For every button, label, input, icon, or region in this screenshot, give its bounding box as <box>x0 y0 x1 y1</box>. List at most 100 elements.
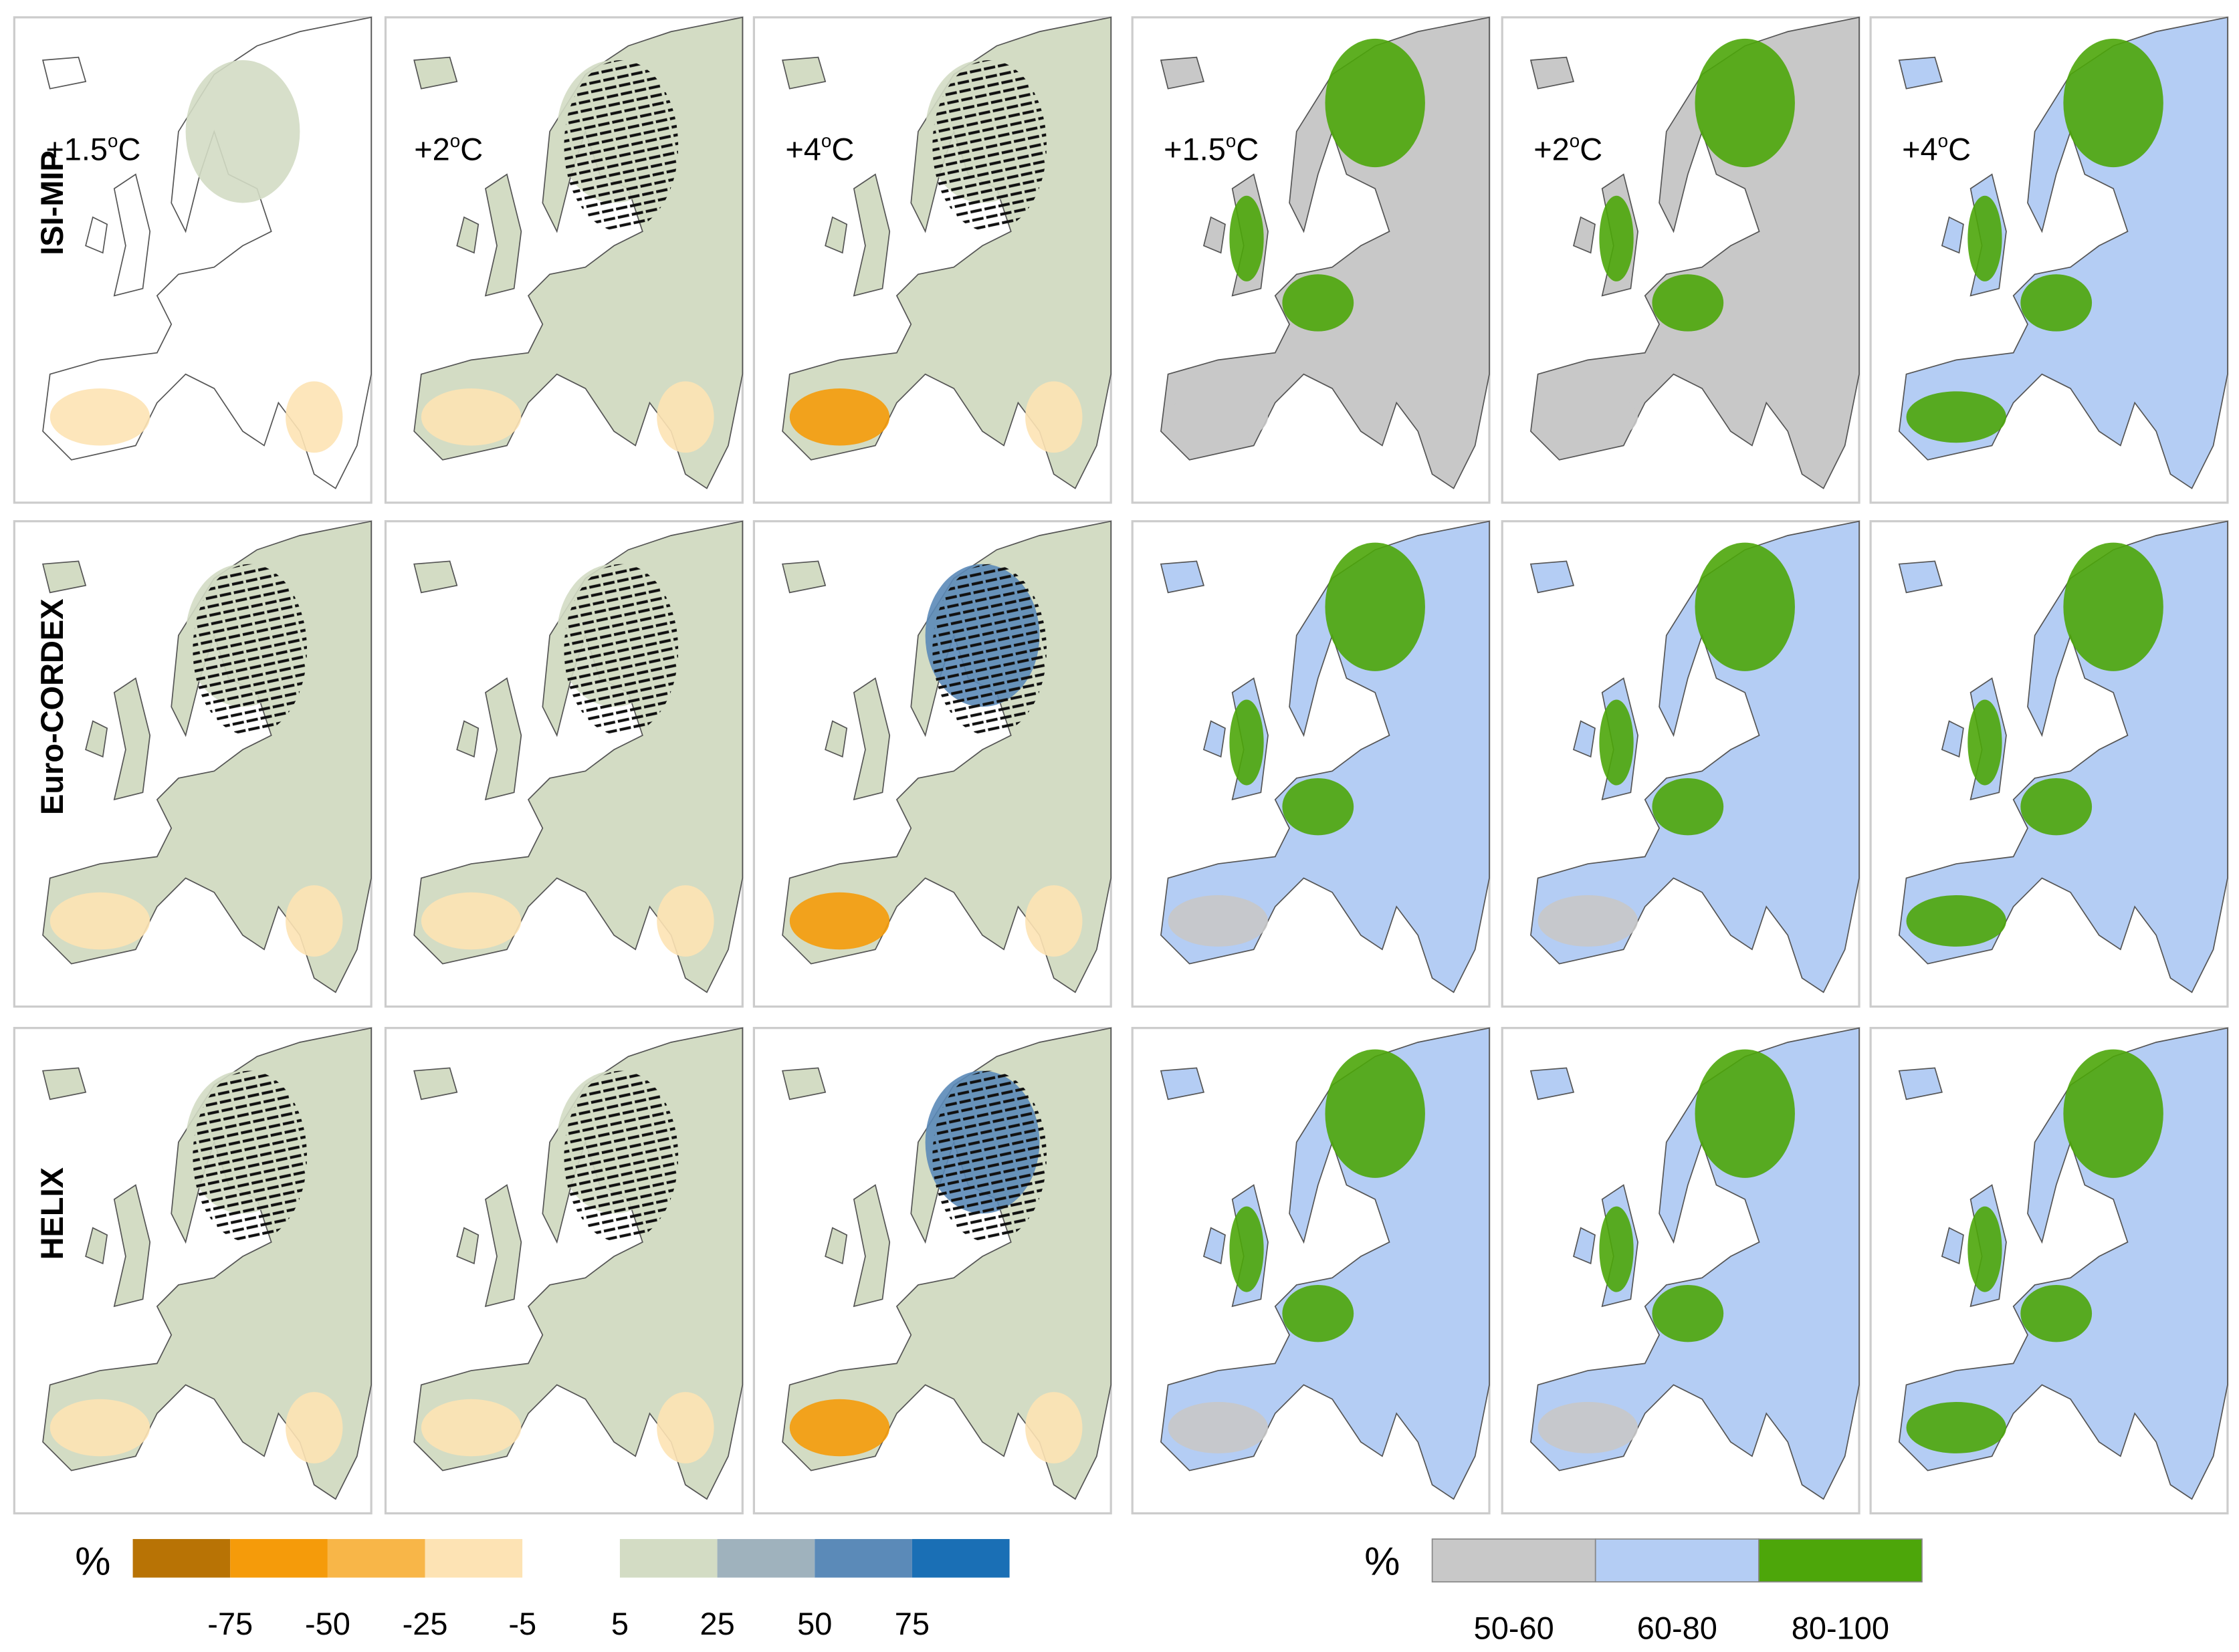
legend-label: -25 <box>403 1606 448 1641</box>
region <box>789 1399 890 1457</box>
legend-label: 60-80 <box>1637 1610 1717 1645</box>
legend-label: 5 <box>611 1606 629 1641</box>
legend-swatch <box>1431 1538 1596 1582</box>
map-panel <box>752 520 1112 1008</box>
region <box>49 1399 150 1457</box>
legend-label: 50 <box>797 1606 832 1641</box>
significance-hatch <box>193 1070 308 1242</box>
warming-level-label: +1.5oC <box>1164 130 1259 166</box>
region <box>49 388 150 446</box>
legend-swatch <box>327 1539 425 1578</box>
region <box>1967 699 2002 786</box>
region <box>2020 1284 2093 1342</box>
region <box>421 1399 522 1457</box>
level-unit: C <box>1948 131 1971 166</box>
warming-level-label: +2oC <box>1533 130 1602 166</box>
region <box>1967 195 2002 281</box>
region <box>1229 1206 1264 1292</box>
map-panel: +1.5oC <box>13 16 372 504</box>
map-panel <box>1869 1027 2229 1515</box>
region <box>1168 391 1269 443</box>
significance-hatch <box>932 564 1047 735</box>
region <box>789 892 890 950</box>
region <box>1652 274 1724 332</box>
region <box>1282 1284 1354 1342</box>
region <box>1229 195 1264 281</box>
level-unit: C <box>831 131 854 166</box>
warming-level-label: +1.5oC <box>45 130 140 166</box>
region <box>1325 38 1425 168</box>
region <box>1695 542 1795 671</box>
map-panel <box>1869 520 2229 1008</box>
legend-label: 75 <box>895 1606 930 1641</box>
level-degree: o <box>450 130 460 151</box>
significance-hatch <box>564 60 679 232</box>
level-degree: o <box>821 130 831 151</box>
row-label: Euro-CORDEX <box>34 598 70 815</box>
region <box>1229 699 1264 786</box>
level-value: +2 <box>1533 131 1570 166</box>
region <box>2020 274 2093 332</box>
region <box>1025 381 1083 453</box>
map-panel <box>1501 520 1860 1008</box>
map-panel <box>384 520 744 1008</box>
map-panel <box>13 520 372 1008</box>
map-panel <box>1131 1027 1491 1515</box>
legend-swatch <box>522 1539 620 1578</box>
map-panel <box>384 1027 744 1515</box>
legend-unit: % <box>1364 1538 1400 1583</box>
region <box>2020 778 2093 836</box>
region <box>49 892 150 950</box>
region <box>286 885 343 957</box>
legend-label: 25 <box>700 1606 734 1641</box>
legends: % -75 -50 -25 -5 5 25 50 75% 50-60 60-80 80-100 <box>75 1538 1923 1645</box>
region <box>657 381 714 453</box>
legend-unit: % <box>75 1538 110 1583</box>
region <box>1282 778 1354 836</box>
region <box>1906 1402 2006 1453</box>
region <box>1537 895 1638 947</box>
region <box>1906 391 2006 443</box>
region <box>185 60 300 203</box>
region <box>1282 274 1354 332</box>
legend-swatch <box>425 1539 523 1578</box>
region <box>1325 542 1425 671</box>
map-panel: +4oC <box>752 16 1112 504</box>
region <box>1168 1402 1269 1453</box>
legend-swatch <box>132 1539 231 1578</box>
legend-swatch <box>230 1539 328 1578</box>
region <box>1967 1206 2002 1292</box>
region <box>1599 699 1634 786</box>
row-label: HELIX <box>34 1167 70 1260</box>
region <box>1906 895 2006 947</box>
level-degree: o <box>108 130 118 151</box>
map-panel <box>1501 1027 1860 1515</box>
map-panel: +4oC <box>1869 16 2229 504</box>
legend-swatch <box>717 1539 815 1578</box>
region <box>2063 542 2163 671</box>
map-panel <box>752 1027 1112 1515</box>
significance-hatch <box>932 60 1047 232</box>
level-degree: o <box>1226 130 1236 151</box>
region <box>657 1392 714 1463</box>
legend-label: -50 <box>305 1606 350 1641</box>
region <box>789 388 890 446</box>
region <box>1652 778 1724 836</box>
significance-hatch <box>193 564 308 735</box>
region <box>421 388 522 446</box>
map-panel: +2oC <box>1501 16 1860 504</box>
region <box>286 381 343 453</box>
significance-hatch <box>564 1070 679 1242</box>
legend-label: -75 <box>207 1606 253 1641</box>
level-unit: C <box>1236 131 1259 166</box>
legend-swatch <box>1758 1538 1923 1582</box>
warming-level-label: +4oC <box>1902 130 1971 166</box>
legend-swatch <box>619 1539 718 1578</box>
map-panel: +1.5oC <box>1131 16 1491 504</box>
region <box>1652 1284 1724 1342</box>
level-unit: C <box>118 131 140 166</box>
region <box>1325 1049 1425 1178</box>
level-value: +4 <box>785 131 821 166</box>
row-label: ISI-MIP <box>34 150 70 255</box>
